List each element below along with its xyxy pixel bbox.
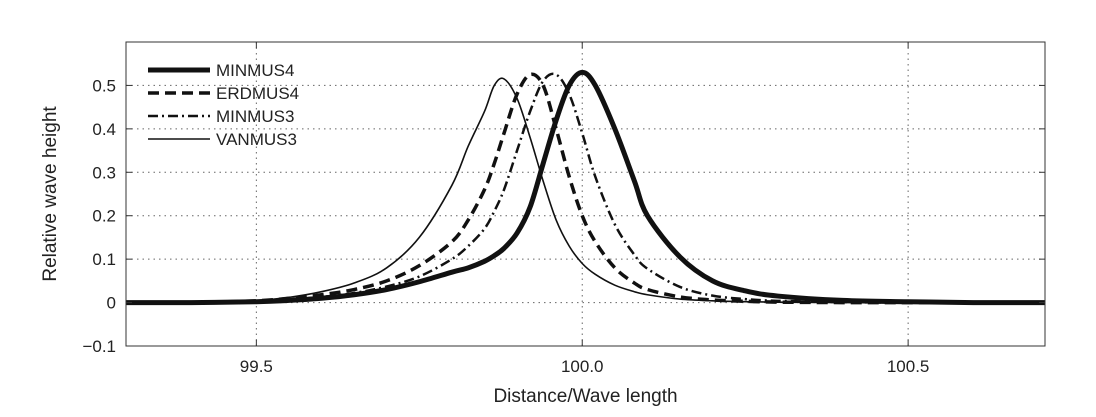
x-axis-label: Distance/Wave length (493, 386, 677, 407)
x-tick-label: 99.5 (240, 357, 273, 376)
x-tick-label: 100.5 (887, 357, 930, 376)
legend: MINMUS4 ERDMUS4 MINMUS3 VANMUS3 (148, 61, 299, 149)
series-lines (125, 69, 1046, 306)
series-line-erdmus4 (125, 72, 1045, 305)
y-axis-label: Relative wave height (40, 106, 61, 282)
y-tick-label: 0.4 (92, 120, 116, 139)
series-line-minmus4 (125, 69, 1046, 306)
y-tick-label: 0.3 (92, 163, 116, 182)
legend-label-minmus4: MINMUS4 (216, 61, 294, 80)
axis-ticks: 99.5 100.0 100.5 −0.1 0 0.1 0.2 0.3 0.4 0.5 (82, 42, 1045, 376)
y-tick-label: −0.1 (82, 337, 116, 356)
x-tick-label: 100.0 (561, 357, 604, 376)
y-tick-label: 0.5 (92, 76, 116, 95)
plot-frame (125, 41, 1046, 347)
y-tick-label: 0 (107, 294, 116, 313)
legend-label-minmus3: MINMUS3 (216, 107, 294, 126)
legend-label-vanmus3: VANMUS3 (216, 130, 297, 149)
y-tick-label: 0.2 (92, 207, 116, 226)
legend-label-erdmus4: ERDMUS4 (216, 84, 299, 103)
y-tick-label: 0.1 (92, 250, 116, 269)
